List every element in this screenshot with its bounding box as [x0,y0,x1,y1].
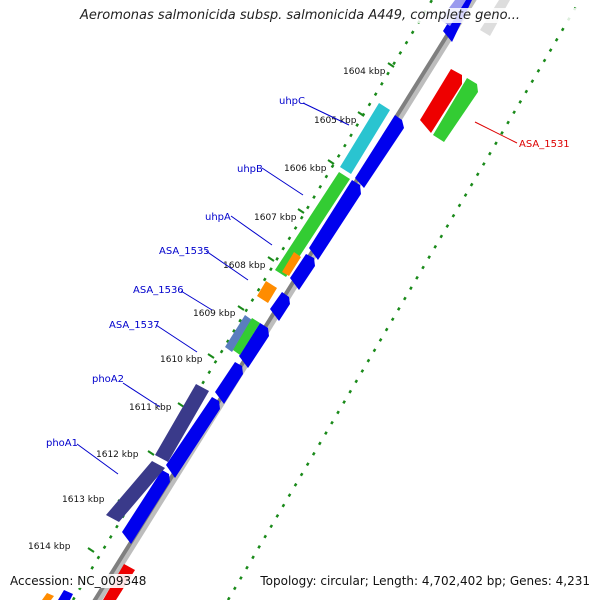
forward-cds-ring [58,0,472,600]
tick-marks [87,62,395,553]
tick-label-1612: 1612 kbp [96,450,139,460]
feature-bottom-orange [42,593,54,600]
tick-label-1607: 1607 kbp [254,213,297,223]
gene-label-ASA_1536[interactable]: ASA_1536 [133,285,184,296]
cds-arrow [122,470,170,544]
tick-label-1605: 1605 kbp [314,116,357,126]
cds-arrow [215,362,243,404]
cds-arrow [355,115,404,188]
tick-label-1611: 1611 kbp [129,403,172,413]
feature-ASA_1536 [225,315,252,352]
feature-uhpA-orange [282,252,301,276]
tick-label-1604: 1604 kbp [343,67,386,77]
feature-ASA_1537 [233,318,260,355]
gene-label-uhpB[interactable]: uhpB [237,164,263,175]
genome-summary-text: Topology: circular; Length: 4,702,402 bp… [258,574,592,588]
inner-dotted-guide [71,0,434,600]
accession-text: Accession: NC_009348 [8,574,149,588]
gene-label-ASA_1537[interactable]: ASA_1537 [109,320,160,331]
tick-label-1606: 1606 kbp [284,164,327,174]
cds-arrow [270,292,290,321]
tick-label-1608: 1608 kbp [223,261,266,271]
gene-label-uhpC[interactable]: uhpC [279,96,305,107]
feature-uhpB [275,172,350,277]
feature-ASA_1531-green [433,78,478,142]
feature-phoA2 [155,384,209,462]
map-title: Aeromonas salmonicida subsp. salmonicida… [0,8,600,23]
gene-label-ASA_1535[interactable]: ASA_1535 [159,246,210,257]
label-leaders [76,102,518,475]
gene-labels: uhpC uhpB uhpA ASA_1535 ASA_1536 ASA_153… [46,96,570,449]
gene-label-uhpA[interactable]: uhpA [205,212,231,223]
feature-uhpC [340,103,390,174]
feature-ASA_1535 [257,281,277,303]
tick-label-1613: 1613 kbp [62,495,105,505]
cds-arrow [239,323,269,368]
cds-arrow [290,254,315,290]
tick-label-1609: 1609 kbp [193,309,236,319]
feature-phoA1 [106,461,165,522]
tick-labels: 1604 kbp 1605 kbp 1606 kbp 1607 kbp 1608… [28,67,386,552]
feature-ASA_1531-red [420,69,462,133]
cds-arrow [166,397,220,478]
tick-label-1610: 1610 kbp [160,355,203,365]
inner-feature-ring [42,0,466,600]
tick-label-1614: 1614 kbp [28,542,71,552]
gene-label-phoA1[interactable]: phoA1 [46,438,78,449]
cds-arrow [309,180,361,260]
gene-label-ASA_1531[interactable]: ASA_1531 [519,139,570,150]
gene-label-phoA2[interactable]: phoA2 [92,374,124,385]
cds-arrow [58,590,73,600]
